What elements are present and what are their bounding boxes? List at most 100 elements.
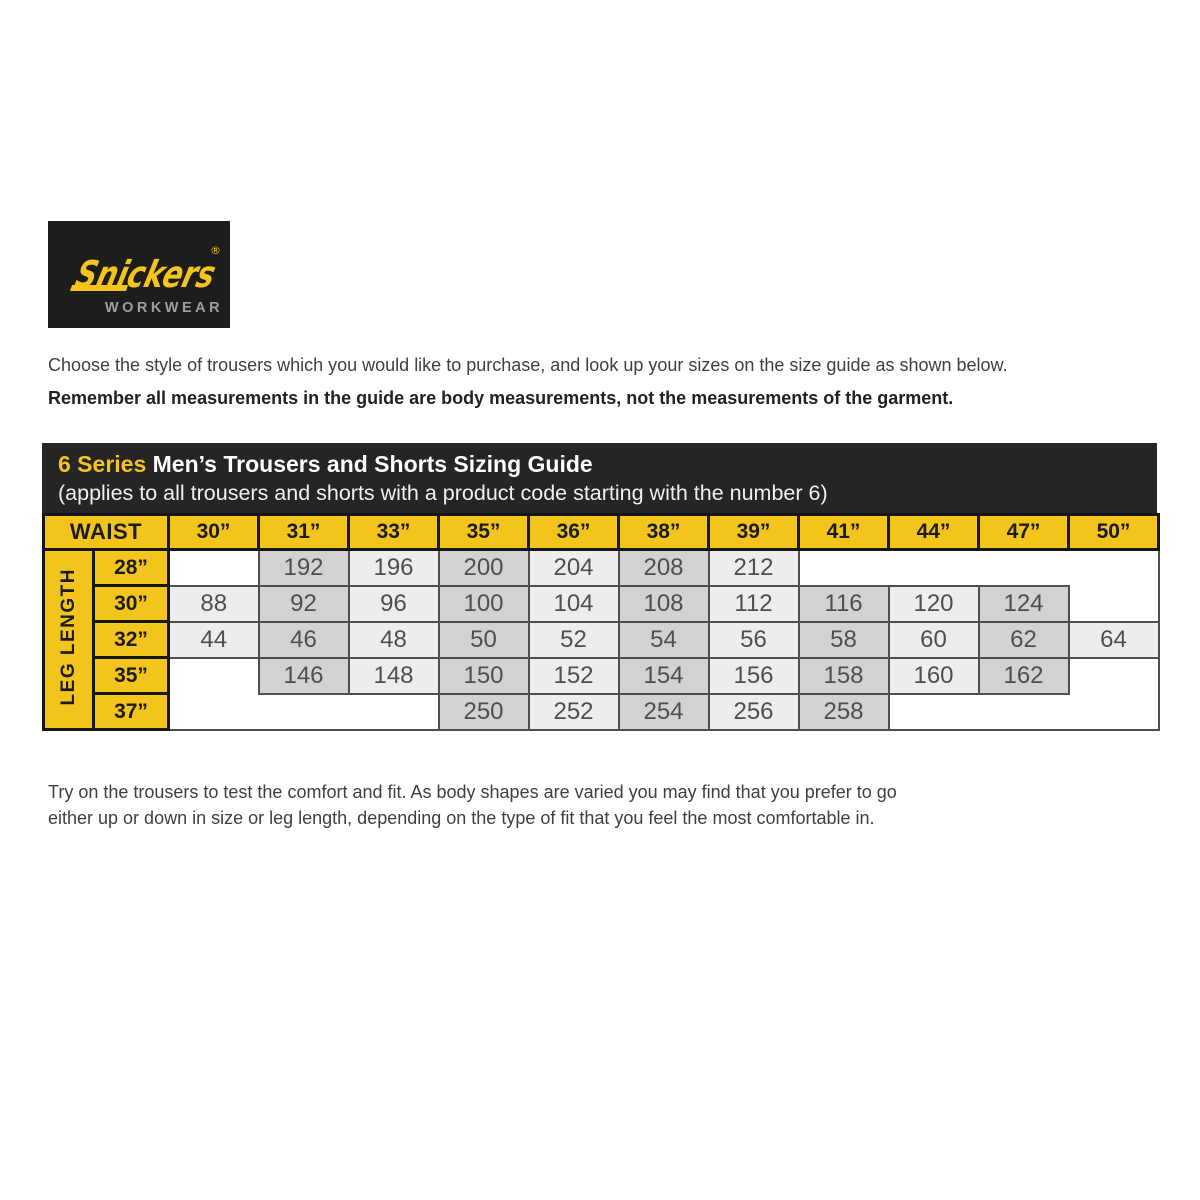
waist-size-header: 39” (707, 513, 801, 551)
size-cell: 48 (347, 620, 440, 659)
size-cell: 148 (347, 656, 440, 695)
size-grid: WAIST 30” 31” 33” 35” 36” 38” 39” 41” 44” 47” 50” L… (41, 513, 1161, 731)
waist-size-header: 30” (167, 513, 261, 551)
leg-row-label: 28” (91, 548, 171, 587)
size-cell: 162 (977, 656, 1070, 695)
waist-size-header: 36” (527, 513, 621, 551)
size-cell: 146 (257, 656, 350, 695)
logo-background (48, 221, 230, 328)
size-cell: 104 (527, 584, 620, 623)
footer-note: Try on the trousers to test the comfort … (48, 779, 1028, 831)
size-cell-empty (1068, 549, 1160, 586)
waist-size-header: 41” (797, 513, 891, 551)
size-cell: 96 (347, 584, 440, 623)
size-cell: 64 (1067, 620, 1160, 659)
intro-line-1: Choose the style of trousers which you w… (48, 355, 1008, 375)
waist-size-header: 35” (437, 513, 531, 551)
size-cell: 54 (617, 620, 710, 659)
waist-header-cell: WAIST (41, 513, 171, 551)
size-cell-empty (1068, 585, 1160, 622)
leg-row: 35” 146 148 150 152 154 156 158 160 162 (44, 656, 1160, 695)
size-cell: 158 (797, 656, 890, 695)
size-cell-empty (1068, 657, 1160, 694)
leg-row-label: 30” (91, 584, 171, 623)
leg-row-label: 37” (91, 692, 171, 731)
size-cell-empty (978, 693, 1069, 731)
size-cell: 160 (887, 656, 980, 695)
size-cell-empty (168, 657, 259, 694)
footer-line-2: either up or down in size or leg length,… (48, 808, 875, 828)
size-cell: 116 (797, 584, 890, 623)
intro-line-2-bold: Remember all measurements in the guide a… (48, 388, 954, 408)
table-subtitle: (applies to all trousers and shorts with… (58, 481, 828, 505)
table-title-bar: 6 Series Men’s Trousers and Shorts Sizin… (42, 443, 1157, 513)
snickers-logo-graphic: Snickers ® WORKWEAR (48, 221, 230, 328)
logo-workwear-text: WORKWEAR (105, 300, 223, 316)
size-cell: 124 (977, 584, 1070, 623)
size-cell-empty (168, 693, 259, 731)
size-cell: 52 (527, 620, 620, 659)
size-cell: 60 (887, 620, 980, 659)
size-cell-empty (888, 693, 979, 731)
leg-row-label: 35” (91, 656, 171, 695)
waist-size-header: 33” (347, 513, 441, 551)
size-cell: 154 (617, 656, 710, 695)
leg-length-label: LEG LENGTH (57, 568, 79, 706)
size-cell: 100 (437, 584, 530, 623)
size-cell: 196 (347, 548, 440, 587)
size-cell: 150 (437, 656, 530, 695)
size-cell: 208 (617, 548, 710, 587)
size-cell: 252 (527, 692, 620, 731)
waist-size-header: 31” (257, 513, 351, 551)
size-cell-empty (798, 549, 889, 586)
leg-row: 37” 250 252 254 256 258 (44, 692, 1160, 731)
leg-row-label: 32” (91, 620, 171, 659)
leg-row: 32” 44 46 48 50 52 54 56 58 60 62 64 (44, 620, 1160, 659)
size-cell: 46 (257, 620, 350, 659)
waist-size-header: 38” (617, 513, 711, 551)
size-cell: 256 (707, 692, 800, 731)
size-cell: 258 (797, 692, 890, 731)
size-cell: 92 (257, 584, 350, 623)
size-cell: 50 (437, 620, 530, 659)
leg-row: 30” 88 92 96 100 104 108 112 116 120 124 (44, 584, 1160, 623)
size-cell: 250 (437, 692, 530, 731)
size-cell: 44 (167, 620, 260, 659)
logo-swoosh (70, 285, 128, 291)
sizing-guide-table: 6 Series Men’s Trousers and Shorts Sizin… (41, 443, 1161, 731)
snickers-logo: Snickers ® WORKWEAR (48, 221, 230, 328)
logo-registered-icon: ® (210, 244, 221, 257)
size-cell-empty (978, 549, 1069, 586)
leg-length-header-cell: LEG LENGTH (42, 548, 95, 731)
size-cell-empty (1068, 693, 1160, 731)
size-cell: 156 (707, 656, 800, 695)
waist-size-header: 47” (977, 513, 1071, 551)
size-cell: 108 (617, 584, 710, 623)
table-title: 6 Series Men’s Trousers and Shorts Sizin… (58, 449, 1157, 479)
size-cell: 152 (527, 656, 620, 695)
size-cell-empty (258, 693, 349, 731)
size-cell: 62 (977, 620, 1070, 659)
table-title-series: 6 Series (58, 451, 147, 477)
leg-row: LEG LENGTH 28” 192 196 200 204 208 212 (42, 548, 1160, 731)
size-cell: 88 (167, 584, 260, 623)
waist-header-row: WAIST 30” 31” 33” 35” 36” 38” 39” 41” 44” 47” 50” (41, 513, 1161, 551)
intro-text: Choose the style of trousers which you w… (48, 355, 1158, 421)
size-cell: 212 (707, 548, 800, 587)
size-cell: 58 (797, 620, 890, 659)
size-cell-empty (888, 549, 979, 586)
size-cell: 120 (887, 584, 980, 623)
size-cell: 254 (617, 692, 710, 731)
size-cell-empty (348, 693, 439, 731)
footer-line-1: Try on the trousers to test the comfort … (48, 782, 897, 802)
waist-size-header: 50” (1067, 513, 1161, 551)
table-title-rest: Men’s Trousers and Shorts Sizing Guide (146, 451, 593, 477)
size-cell: 200 (437, 548, 530, 587)
size-cell: 112 (707, 584, 800, 623)
size-cell: 56 (707, 620, 800, 659)
size-cell: 192 (257, 548, 350, 587)
size-cell: 204 (527, 548, 620, 587)
size-cell-empty (168, 549, 259, 586)
waist-size-header: 44” (887, 513, 981, 551)
